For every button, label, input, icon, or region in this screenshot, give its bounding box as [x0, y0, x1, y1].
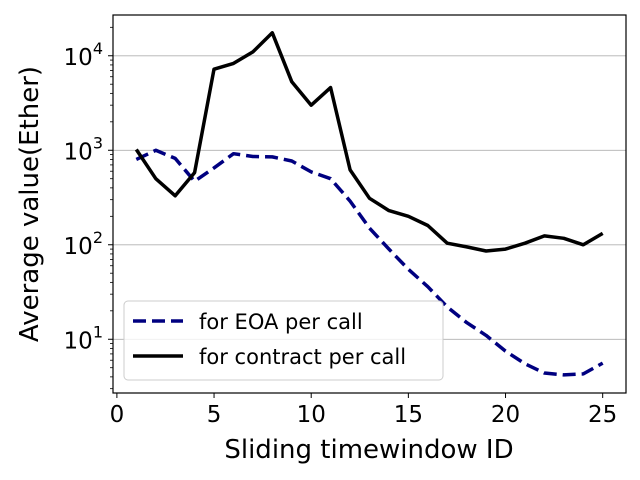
x-tick-label: 25: [588, 402, 617, 428]
legend-label-contract: for contract per call: [199, 345, 406, 369]
series-line-contract: [134, 31, 604, 253]
x-tick-label: 15: [394, 402, 423, 428]
x-tick-label: 0: [110, 402, 125, 428]
axis-ticks: 101 102 103 104 0 5 10 15 20 25: [64, 26, 617, 428]
legend-label-eoa: for EOA per call: [199, 310, 363, 334]
y-tick-label: 102: [64, 228, 103, 260]
legend: for EOA per call for contract per call: [123, 300, 444, 381]
x-tick-label: 10: [297, 402, 326, 428]
x-axis-title: Sliding timewindow ID: [224, 435, 513, 465]
y-tick-label: 103: [64, 133, 103, 165]
plot-frame: [112, 14, 627, 394]
x-tick-label: 5: [207, 402, 222, 428]
x-tick-label: 20: [491, 402, 520, 428]
y-tick-label: 101: [64, 322, 103, 354]
series-lines: [134, 31, 604, 377]
series-line-eoa: [135, 148, 604, 377]
legend-box: [123, 300, 444, 381]
y-tick-label: 104: [64, 39, 103, 71]
y-axis-title: Average value(Ether): [15, 66, 45, 342]
